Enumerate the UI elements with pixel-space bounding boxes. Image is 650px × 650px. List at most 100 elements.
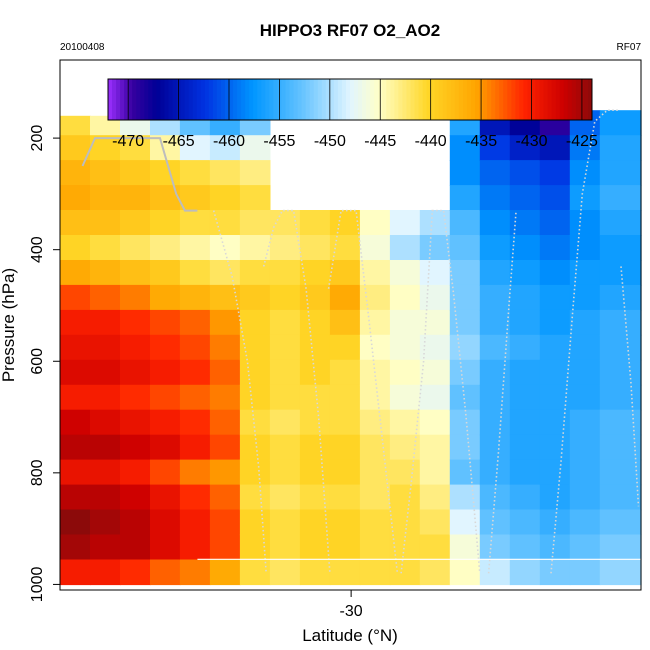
colorbar-swatch bbox=[523, 79, 528, 120]
heatmap-cell bbox=[419, 534, 451, 561]
heatmap-cell bbox=[150, 509, 181, 536]
heatmap-cell bbox=[120, 359, 151, 386]
chart-title: HIPPO3 RF07 O2_AO2 bbox=[260, 21, 440, 40]
colorbar-swatch bbox=[241, 79, 246, 120]
colorbar-swatch bbox=[180, 79, 186, 120]
heatmap-cell bbox=[60, 509, 91, 536]
heatmap-cell bbox=[449, 334, 481, 361]
colorbar-swatch bbox=[394, 79, 399, 120]
colorbar-swatch bbox=[317, 79, 323, 120]
colorbar-swatch bbox=[583, 79, 589, 120]
colorbar-swatch bbox=[132, 79, 137, 120]
heatmap-cell bbox=[179, 509, 211, 536]
heatmap-cell bbox=[419, 434, 451, 461]
heatmap-cell bbox=[479, 185, 511, 211]
heatmap-cell bbox=[209, 509, 241, 536]
heatmap-cell bbox=[60, 160, 91, 186]
colorbar-swatch bbox=[402, 79, 407, 120]
heatmap-cell bbox=[60, 135, 91, 161]
heatmap-cell bbox=[539, 534, 571, 561]
heatmap-cell bbox=[599, 459, 642, 486]
heatmap-cell bbox=[239, 309, 271, 336]
colorbar-swatch bbox=[297, 79, 303, 120]
heatmap-cell bbox=[209, 334, 241, 361]
heatmap-cell bbox=[209, 115, 241, 136]
heatmap-cell bbox=[120, 115, 151, 136]
heatmap-cell bbox=[150, 260, 181, 286]
heatmap-cell bbox=[60, 185, 91, 211]
colorbar-swatch bbox=[555, 79, 561, 120]
colorbar-swatch bbox=[337, 79, 343, 120]
heatmap-cell bbox=[539, 284, 571, 311]
heatmap-cell bbox=[209, 260, 241, 286]
heatmap-cell bbox=[569, 409, 601, 436]
heatmap-cell bbox=[239, 459, 271, 486]
heatmap-cell bbox=[179, 284, 211, 311]
colorbar-swatch bbox=[216, 79, 222, 120]
colorbar-swatch bbox=[128, 79, 133, 120]
heatmap-cell bbox=[90, 559, 121, 586]
heatmap-cell bbox=[60, 334, 91, 361]
heatmap-cell bbox=[150, 334, 181, 361]
heatmap-cell bbox=[359, 235, 391, 261]
heatmap-cell bbox=[120, 309, 151, 336]
heatmap-cell bbox=[509, 284, 541, 311]
heatmap-cell bbox=[179, 185, 211, 211]
colorbar-swatch bbox=[257, 79, 262, 120]
colorbar-swatch bbox=[462, 79, 468, 120]
colorbar-tick-label: -455 bbox=[263, 133, 295, 150]
heatmap-cell bbox=[539, 409, 571, 436]
heatmap-cell bbox=[60, 235, 91, 261]
heatmap-cell bbox=[359, 309, 391, 336]
heatmap-cell bbox=[179, 559, 211, 586]
heatmap-cell bbox=[209, 409, 241, 436]
heatmap-cell bbox=[389, 309, 421, 336]
heatmap-cell bbox=[329, 409, 361, 436]
heatmap-cell bbox=[239, 115, 271, 136]
heatmap-cell bbox=[90, 484, 121, 511]
heatmap-cell bbox=[329, 484, 361, 511]
colorbar-swatch bbox=[108, 79, 113, 120]
heatmap-cell bbox=[509, 534, 541, 561]
colorbar-swatch bbox=[406, 79, 411, 120]
heatmap-cell bbox=[509, 260, 541, 286]
heatmap-cell bbox=[359, 284, 391, 311]
heatmap-cell bbox=[269, 409, 301, 436]
colorbar-swatch bbox=[438, 79, 444, 120]
heatmap-cell bbox=[269, 484, 301, 511]
y-axis-label: Pressure (hPa) bbox=[0, 268, 18, 382]
y-tick-label: 200 bbox=[29, 125, 46, 152]
heatmap-cell bbox=[120, 185, 151, 211]
heatmap-cell bbox=[449, 135, 481, 161]
heatmap-cell bbox=[449, 210, 481, 236]
heatmap-cell bbox=[419, 260, 451, 286]
heatmap-cell bbox=[389, 284, 421, 311]
heatmap-cell bbox=[359, 459, 391, 486]
heatmap-cell bbox=[479, 409, 511, 436]
heatmap-cell bbox=[299, 559, 331, 586]
y-tick-label: 800 bbox=[29, 459, 46, 486]
heatmap-cell bbox=[179, 260, 211, 286]
heatmap-cell bbox=[179, 384, 211, 411]
heatmap-cell bbox=[90, 160, 121, 186]
heatmap-cell bbox=[269, 260, 301, 286]
heatmap-cell bbox=[599, 559, 642, 586]
colorbar-tick-label: -445 bbox=[364, 133, 396, 150]
heatmap-cell bbox=[509, 334, 541, 361]
colorbar-swatch bbox=[454, 79, 460, 120]
heatmap-cell bbox=[269, 210, 301, 236]
colorbar-swatch bbox=[229, 79, 234, 120]
colorbar-swatch bbox=[220, 79, 226, 120]
heatmap-cell bbox=[269, 534, 301, 561]
heatmap-cell bbox=[179, 135, 211, 161]
colorbar-swatch bbox=[345, 79, 351, 120]
colorbar-swatch bbox=[301, 79, 307, 120]
colorbar-swatch bbox=[196, 79, 202, 120]
heatmap-cell bbox=[60, 459, 91, 486]
heatmap-cell bbox=[299, 235, 331, 261]
colorbar-swatch bbox=[200, 79, 206, 120]
heatmap-cell bbox=[509, 210, 541, 236]
heatmap-cell bbox=[449, 160, 481, 186]
colorbar-swatch bbox=[168, 79, 174, 120]
